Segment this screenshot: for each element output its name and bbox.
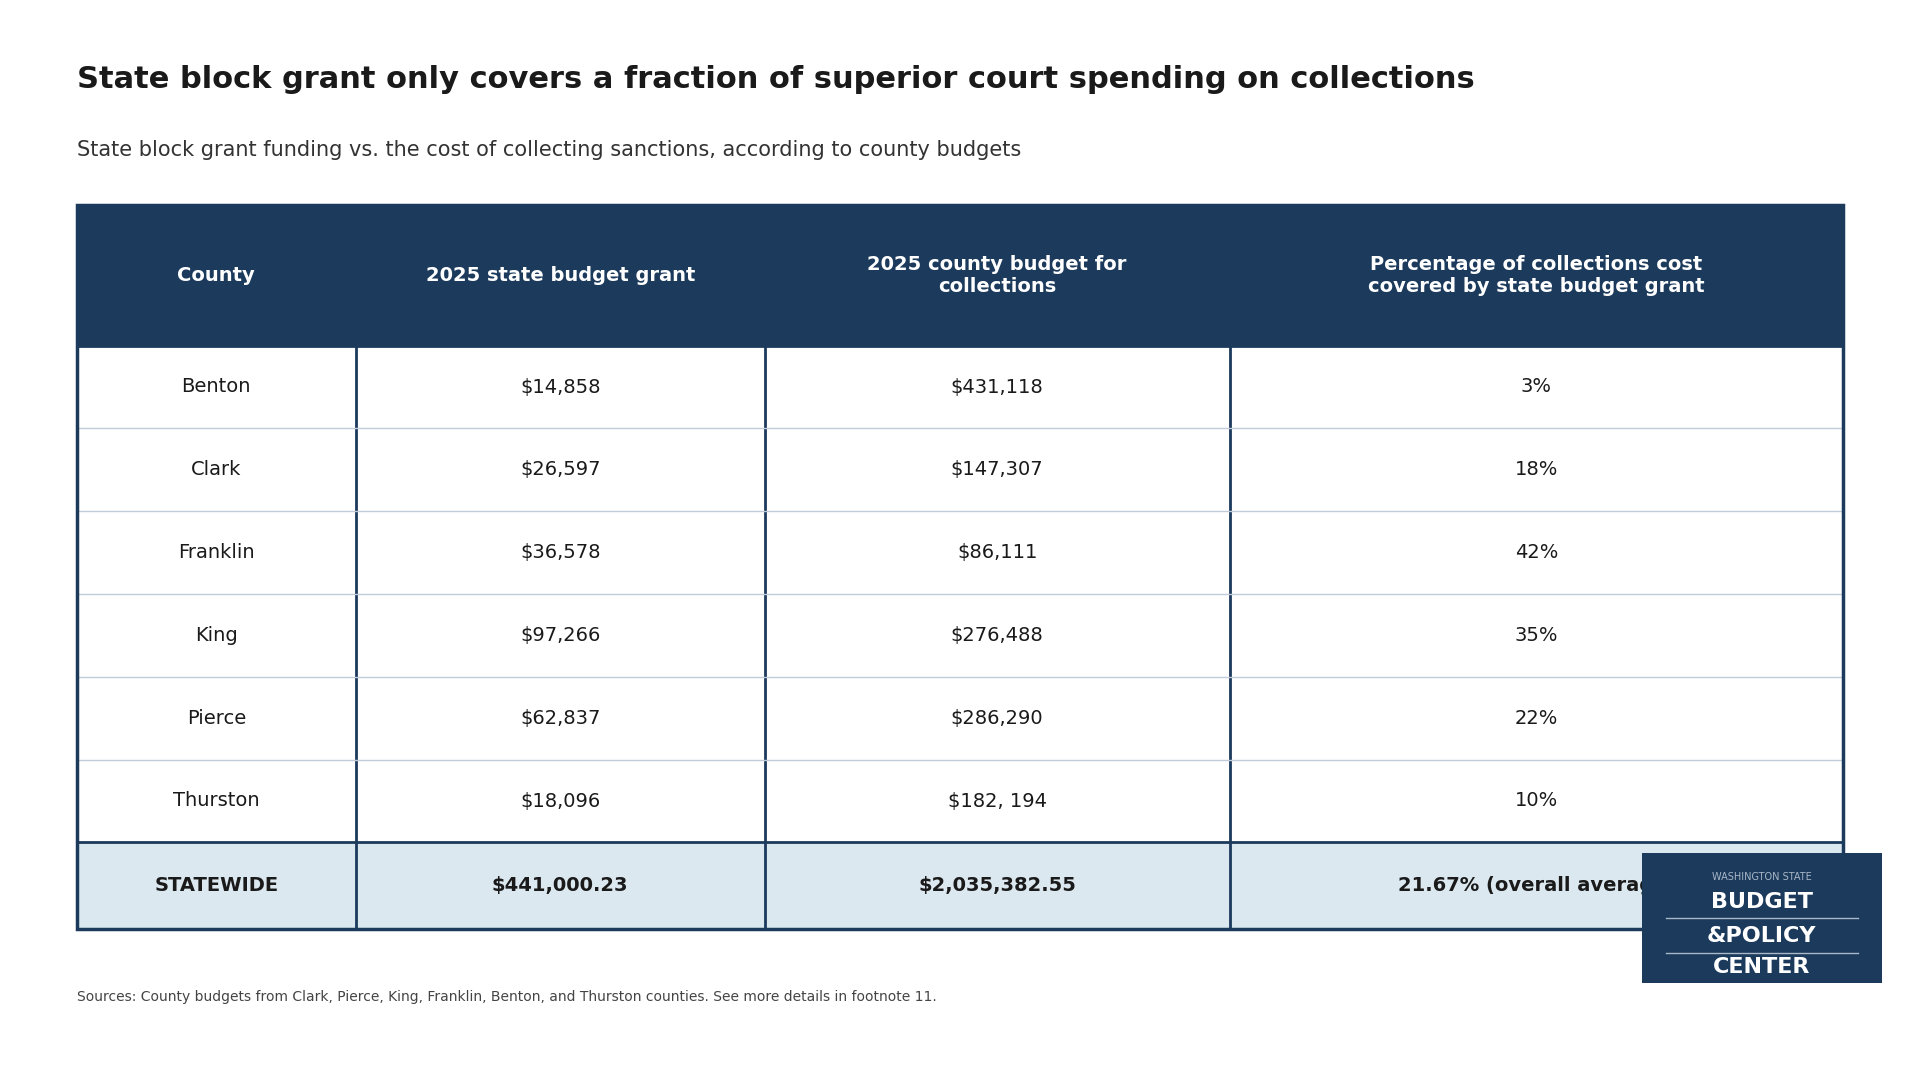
Bar [355,759,764,842]
Text: $182, 194: $182, 194 [948,792,1046,810]
Text: STATEWIDE: STATEWIDE [154,876,278,895]
Bar [1229,842,1843,929]
Text: 10%: 10% [1515,792,1557,810]
Bar [1229,346,1843,429]
Text: $431,118: $431,118 [950,378,1044,396]
Text: $286,290: $286,290 [950,708,1043,728]
Text: $14,858: $14,858 [520,378,601,396]
Text: 21.67% (overall average): 21.67% (overall average) [1398,876,1674,895]
Bar [1229,677,1843,759]
Text: Thurston: Thurston [173,792,259,810]
Text: $97,266: $97,266 [520,626,601,645]
Text: King: King [194,626,238,645]
Bar [77,594,355,677]
Bar [355,842,764,929]
Bar [355,429,764,511]
Text: 18%: 18% [1515,460,1559,480]
Text: Franklin: Franklin [179,543,255,562]
Bar [355,511,764,594]
Text: $2,035,382.55: $2,035,382.55 [918,876,1075,895]
Text: 42%: 42% [1515,543,1559,562]
Text: $86,111: $86,111 [956,543,1037,562]
Text: County: County [177,266,255,285]
Text: CENTER: CENTER [1713,957,1811,977]
Bar [355,346,764,429]
Text: State block grant only covers a fraction of superior court spending on collectio: State block grant only covers a fraction… [77,65,1475,94]
Text: $26,597: $26,597 [520,460,601,480]
Text: 22%: 22% [1515,708,1559,728]
Text: State block grant funding vs. the cost of collecting sanctions, according to cou: State block grant funding vs. the cost o… [77,140,1021,161]
Text: Clark: Clark [192,460,242,480]
Bar [1229,594,1843,677]
Bar [77,842,355,929]
Bar [1229,429,1843,511]
Bar [77,677,355,759]
Text: $147,307: $147,307 [950,460,1043,480]
Text: Benton: Benton [182,378,252,396]
Text: 2025 county budget for
collections: 2025 county budget for collections [868,255,1127,296]
Bar [764,346,1229,429]
Bar [355,594,764,677]
Text: $18,096: $18,096 [520,792,601,810]
Text: BUDGET: BUDGET [1711,892,1812,913]
Bar [764,759,1229,842]
Text: Percentage of collections cost
covered by state budget grant: Percentage of collections cost covered b… [1369,255,1705,296]
Text: $36,578: $36,578 [520,543,601,562]
Bar [77,429,355,511]
Text: Sources: County budgets from Clark, Pierce, King, Franklin, Benton, and Thurston: Sources: County budgets from Clark, Pier… [77,990,937,1004]
Bar [764,429,1229,511]
Bar [764,677,1229,759]
Bar [355,677,764,759]
Text: Pierce: Pierce [186,708,246,728]
Text: 35%: 35% [1515,626,1559,645]
Bar [764,511,1229,594]
Bar [1229,511,1843,594]
Text: 2025 state budget grant: 2025 state budget grant [426,266,695,285]
Text: &POLICY: &POLICY [1707,927,1816,946]
Bar [764,594,1229,677]
Text: 3%: 3% [1521,378,1551,396]
Text: WASHINGTON STATE: WASHINGTON STATE [1713,872,1811,881]
Bar [77,759,355,842]
Bar [77,346,355,429]
Text: $62,837: $62,837 [520,708,601,728]
Text: $276,488: $276,488 [950,626,1044,645]
Bar [77,511,355,594]
Bar [764,842,1229,929]
Text: $441,000.23: $441,000.23 [492,876,628,895]
Bar [1229,759,1843,842]
